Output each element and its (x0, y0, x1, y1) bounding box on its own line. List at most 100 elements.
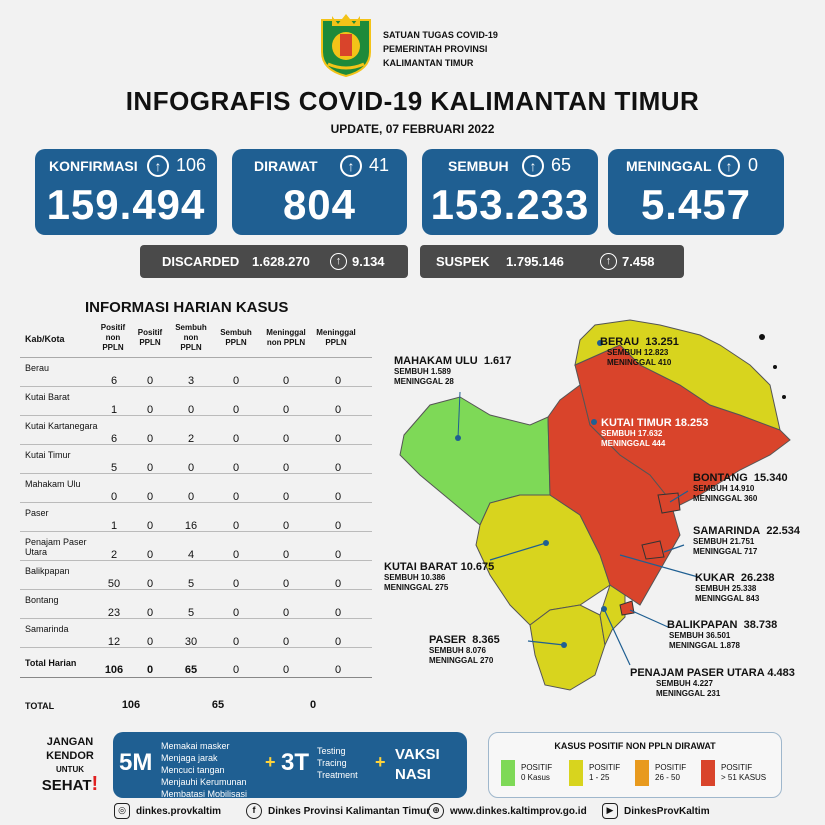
total-cell: 106 (121, 699, 141, 711)
label-samarinda: SAMARINDA 22.534 SEMBUH 21.751 MENINGGAL… (693, 525, 800, 557)
row-kabkota: Bontang (25, 595, 59, 605)
row-kabkota: Samarinda (25, 624, 69, 634)
region-meninggal: MENINGGAL 717 (693, 547, 758, 556)
facebook-page[interactable]: Dinkes Provinsi Kalimantan Timur (268, 806, 431, 817)
5m-item: Mencuci tangan (161, 765, 225, 775)
legend-swatch-orange (635, 760, 649, 786)
row-kabkota: Kutai Kartanegara (25, 421, 98, 431)
header-sembuh-non-ppln: Sembuh non PPLN (175, 323, 207, 352)
region-name: BONTANG (693, 472, 748, 484)
region-bontang (657, 492, 681, 514)
vaksinasi-line: NASI (395, 766, 431, 783)
dirawat-delta: 41 (369, 155, 390, 175)
suspek-delta: 7.458 (622, 254, 655, 269)
dirawat-card: DIRAWAT ↑ 41 804 (232, 149, 407, 235)
globe-icon: ⊕ (428, 803, 444, 819)
table-cell: 0 (232, 520, 240, 532)
konfirmasi-label: KONFIRMASI (49, 158, 138, 174)
region-total: 13.251 (645, 336, 679, 348)
arrow-up-icon: ↑ (600, 253, 617, 270)
arrow-up-icon: ↑ (718, 155, 740, 177)
slogan-line: JANGAN (46, 736, 94, 748)
instagram-handle[interactable]: dinkes.provkaltim (136, 806, 222, 817)
region-meninggal: MENINGGAL 360 (693, 494, 758, 503)
meninggal-card: MENINGGAL ↑ 0 5.457 (608, 149, 784, 235)
table-cell: 1 (110, 404, 118, 416)
region-total: 18.253 (674, 417, 709, 429)
table-cell: 0 (334, 375, 342, 387)
vaksinasi-line: VAKSI (395, 746, 440, 763)
table-cell: 0 (334, 520, 342, 532)
table-cell: 0 (334, 549, 342, 561)
konfirmasi-delta: 106 (176, 155, 207, 175)
region-sembuh: SEMBUH 12.823 (607, 348, 669, 357)
region-name: PENAJAM PASER UTARA (630, 667, 765, 679)
table-cell: 0 (187, 462, 195, 474)
label-paser: PASER 8.365 SEMBUH 8.076 MENINGGAL 270 (429, 634, 500, 666)
table-cell: 0 (146, 578, 154, 590)
region-ppu (599, 584, 626, 647)
instagram-icon: ◎ (114, 803, 130, 819)
region-berau (574, 319, 781, 431)
table-cell: 0 (334, 433, 342, 445)
sembuh-card: SEMBUH ↑ 65 153.233 (422, 149, 598, 235)
sembuh-label: SEMBUH (448, 158, 509, 174)
table-cell: 0 (232, 549, 240, 561)
region-name: PASER (429, 634, 467, 646)
total-label: TOTAL (25, 701, 55, 711)
row-kabkota: Paser (25, 508, 49, 518)
region-meninggal: MENINGGAL 270 (429, 656, 494, 665)
5m-item: Menjauhi Kerumunan (161, 777, 247, 787)
region-name: SAMARINDA (693, 525, 761, 537)
total-harian-cell: 0 (232, 664, 240, 676)
region-name: BERAU (600, 336, 640, 348)
region-meninggal: MENINGGAL 410 (607, 358, 672, 367)
label-mahakam-ulu: MAHAKAM ULU 1.617 SEMBUH 1.589 MENINGGAL… (394, 355, 511, 387)
table-row: Paser 1 0 16 0 0 0 (20, 503, 372, 532)
table-cell: 0 (282, 549, 290, 561)
table-row: Kutai Kartanegara 6 0 2 0 0 0 (20, 416, 372, 445)
youtube-channel[interactable]: DinkesProvKaltim (624, 806, 710, 817)
table-cell: 0 (232, 433, 240, 445)
table-cell: 0 (187, 491, 195, 503)
table-row: Berau 6 0 3 0 0 0 (20, 358, 372, 387)
table-cell: 0 (232, 578, 240, 590)
region-samarinda (641, 540, 665, 560)
3t-item: Tracing (317, 758, 347, 768)
sembuh-total: 153.233 (430, 181, 590, 228)
table-cell: 23 (107, 607, 121, 619)
table-cell: 2 (187, 433, 195, 445)
table-cell: 0 (232, 491, 240, 503)
legend-swatch-yellow (569, 760, 583, 786)
3t-item: Treatment (317, 770, 358, 780)
region-name: BALIKPAPAN (667, 619, 738, 631)
website-link[interactable]: www.dinkes.kaltimprov.go.id (450, 806, 587, 817)
discarded-value: 1.628.270 (252, 254, 310, 269)
slogan-line: UNTUK (56, 765, 84, 774)
table-cell: 0 (146, 491, 154, 503)
table-cell: 0 (282, 607, 290, 619)
region-sembuh: SEMBUH 21.751 (693, 537, 755, 546)
total-harian-cell: 65 (184, 664, 198, 676)
table-cell: 0 (146, 636, 154, 648)
total-harian-cell: 0 (282, 664, 290, 676)
plus-icon: + (265, 752, 276, 772)
social-footer: ◎ dinkes.provkaltim f Dinkes Provinsi Ka… (110, 803, 715, 821)
header-positif-ppln: Positif PPLN (137, 328, 163, 347)
konfirmasi-card: KONFIRMASI ↑ 106 159.494 (35, 149, 217, 235)
total-harian-label: Total Harian (25, 658, 77, 668)
region-paser (529, 604, 606, 691)
legend-label: POSITIF 1 - 25 (589, 763, 621, 782)
arrow-up-icon: ↑ (340, 155, 362, 177)
table-cell: 0 (146, 462, 154, 474)
table-cell: 0 (146, 549, 154, 561)
discarded-delta: 9.134 (352, 254, 385, 269)
page-title: INFOGRAFIS COVID-19 KALIMANTAN TIMUR (125, 86, 700, 116)
legend-swatch-red (701, 760, 715, 786)
region-balikpapan (619, 600, 635, 616)
region-total: 15.340 (753, 472, 788, 484)
3t-item: Testing (317, 746, 346, 756)
org-line-2: PEMERINTAH PROVINSI (383, 44, 488, 54)
table-cell: 5 (110, 462, 118, 474)
label-bontang: BONTANG 15.340 SEMBUH 14.910 MENINGGAL 3… (693, 472, 788, 504)
